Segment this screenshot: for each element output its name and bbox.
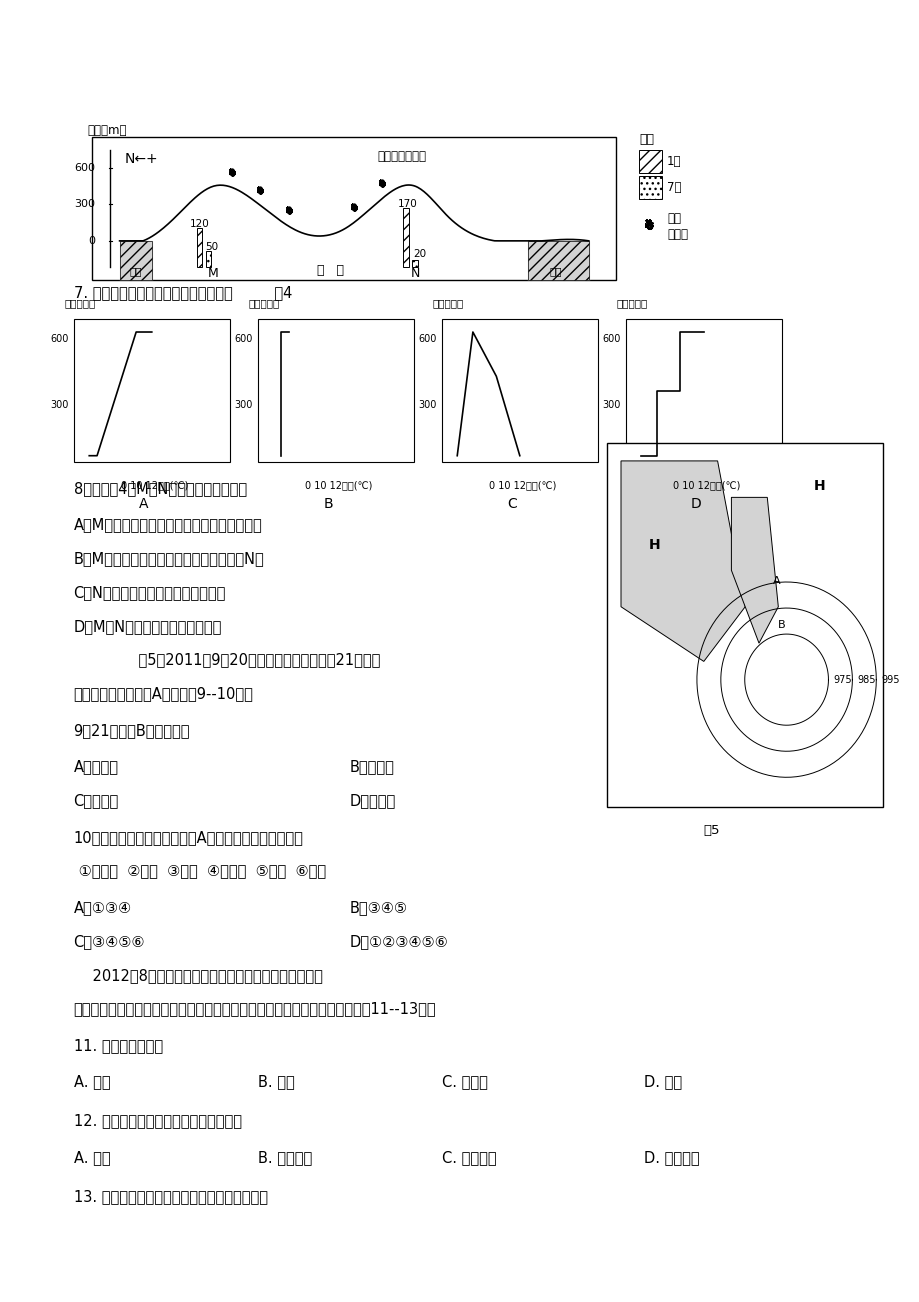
Bar bbox=[607, 443, 882, 807]
Text: 600: 600 bbox=[51, 333, 69, 344]
Text: A: A bbox=[139, 497, 149, 510]
Text: 12. 四川此次发生灾害的相关因素不包括: 12. 四川此次发生灾害的相关因素不包括 bbox=[74, 1113, 242, 1129]
Text: 2012年8月中旬，四川暴雨不断，导致山谷中发生严重: 2012年8月中旬，四川暴雨不断，导致山谷中发生严重 bbox=[74, 967, 323, 983]
Text: A: A bbox=[772, 577, 779, 586]
Text: B．③④⑤: B．③④⑤ bbox=[349, 900, 407, 915]
Text: 170: 170 bbox=[397, 199, 417, 210]
Text: 300: 300 bbox=[74, 199, 95, 210]
Text: B．西北风: B．西北风 bbox=[349, 759, 394, 775]
Text: 11. 此次地质灾害是: 11. 此次地质灾害是 bbox=[74, 1038, 163, 1053]
Text: H: H bbox=[648, 538, 660, 552]
Text: 高度（米）: 高度（米） bbox=[64, 298, 96, 309]
Bar bbox=[441, 319, 597, 462]
Text: 600: 600 bbox=[602, 333, 620, 344]
Text: 600: 600 bbox=[418, 333, 437, 344]
Text: 600: 600 bbox=[74, 163, 95, 173]
Text: 优质: 优质 bbox=[666, 212, 680, 225]
Text: 985: 985 bbox=[857, 674, 875, 685]
Text: C. 泥石流: C. 泥石流 bbox=[441, 1074, 487, 1090]
Bar bbox=[412, 260, 417, 267]
Text: 0: 0 bbox=[87, 236, 95, 246]
Bar bbox=[92, 137, 616, 280]
Text: D．M、N两地降水的季节分配不同: D．M、N两地降水的季节分配不同 bbox=[74, 618, 221, 634]
Text: 300: 300 bbox=[602, 400, 620, 410]
Text: 0 10 12温度(℃): 0 10 12温度(℃) bbox=[304, 480, 371, 491]
Text: B. 植被破坏: B. 植被破坏 bbox=[257, 1150, 312, 1165]
Text: 995: 995 bbox=[880, 674, 899, 685]
Text: H: H bbox=[813, 479, 825, 493]
Text: A．东北风: A．东北风 bbox=[74, 759, 119, 775]
Text: 的地质灾害，致使道路损毁中断，同时也给人民带来了严重的经济损失。回答11--13题。: 的地质灾害，致使道路损毁中断，同时也给人民带来了严重的经济损失。回答11--13… bbox=[74, 1001, 436, 1017]
Text: D．东南风: D．东南风 bbox=[349, 793, 395, 809]
Polygon shape bbox=[528, 241, 588, 280]
Text: 0 10 12温度(℃): 0 10 12温度(℃) bbox=[672, 480, 739, 491]
Text: 300: 300 bbox=[234, 400, 253, 410]
Text: M: M bbox=[208, 267, 219, 280]
Text: B．M地位于冬季风迎风坡，冬季降水多于N地: B．M地位于冬季风迎风坡，冬季降水多于N地 bbox=[74, 551, 264, 566]
Text: 10．此次天气系统过境可能给A所在国带来的地质灾害有: 10．此次天气系统过境可能给A所在国带来的地质灾害有 bbox=[74, 829, 303, 845]
Text: C．西南风: C．西南风 bbox=[74, 793, 119, 809]
Polygon shape bbox=[620, 461, 744, 661]
Text: A．①③④: A．①③④ bbox=[74, 900, 131, 915]
Text: A．M地位于冬季风迎风坡，全年以地形雨为主: A．M地位于冬季风迎风坡，全年以地形雨为主 bbox=[74, 517, 262, 533]
Text: 8．关于图4中M、N两地的叙述正确的是: 8．关于图4中M、N两地的叙述正确的是 bbox=[74, 480, 246, 496]
Text: 图5为2011年9月20日某区域天气系统图，21日该天: 图5为2011年9月20日某区域天气系统图，21日该天 bbox=[119, 652, 380, 668]
Text: 7. 能正确解释材料中苹果种植现象的是         图4: 7. 能正确解释材料中苹果种植现象的是 图4 bbox=[74, 285, 291, 301]
Text: 9．21日图中B地的风向是: 9．21日图中B地的风向是 bbox=[74, 723, 190, 738]
Text: 高度（米）: 高度（米） bbox=[432, 298, 463, 309]
Text: 300: 300 bbox=[418, 400, 437, 410]
Text: 20: 20 bbox=[413, 249, 425, 259]
Text: 300: 300 bbox=[51, 400, 69, 410]
Text: 海洋: 海洋 bbox=[550, 266, 562, 276]
Text: A. 洪水: A. 洪水 bbox=[74, 1074, 110, 1090]
Bar bbox=[197, 228, 202, 267]
Text: N: N bbox=[410, 267, 419, 280]
Text: 高度（米）: 高度（米） bbox=[248, 298, 279, 309]
Text: D. 暴雨: D. 暴雨 bbox=[643, 1074, 681, 1090]
Bar bbox=[206, 251, 211, 267]
Polygon shape bbox=[731, 497, 777, 643]
Bar bbox=[528, 241, 588, 280]
Bar bbox=[403, 208, 408, 267]
Text: 图例: 图例 bbox=[639, 133, 653, 146]
Text: D: D bbox=[690, 497, 700, 510]
Text: 7月: 7月 bbox=[666, 181, 681, 194]
Text: C．③④⑤⑥: C．③④⑤⑥ bbox=[74, 934, 145, 949]
Text: 苹果树: 苹果树 bbox=[666, 228, 687, 241]
Text: 气系统中心移至图中A处。回答9--10题。: 气系统中心移至图中A处。回答9--10题。 bbox=[74, 686, 254, 702]
Text: 海洋: 海洋 bbox=[130, 266, 142, 276]
Bar bbox=[625, 319, 781, 462]
Text: 600: 600 bbox=[234, 333, 253, 344]
Text: 图5: 图5 bbox=[703, 824, 720, 837]
Polygon shape bbox=[119, 241, 153, 280]
Text: 丘   陵: 丘 陵 bbox=[317, 264, 344, 277]
Bar bbox=[639, 176, 662, 199]
Text: 高度（米）: 高度（米） bbox=[616, 298, 647, 309]
Bar bbox=[74, 319, 230, 462]
Text: 975: 975 bbox=[833, 674, 851, 685]
Text: 0 10 12温度(℃): 0 10 12温度(℃) bbox=[120, 480, 187, 491]
Text: B: B bbox=[323, 497, 333, 510]
Text: 海拔（m）: 海拔（m） bbox=[87, 124, 127, 137]
Text: 0 10 12温度(℃): 0 10 12温度(℃) bbox=[488, 480, 555, 491]
Text: N←+: N←+ bbox=[124, 152, 158, 165]
Text: C: C bbox=[506, 497, 516, 510]
Text: D．①②③④⑤⑥: D．①②③④⑤⑥ bbox=[349, 934, 448, 949]
Text: 120: 120 bbox=[189, 219, 210, 229]
Text: 1月: 1月 bbox=[666, 155, 681, 168]
Bar bbox=[257, 319, 414, 462]
Text: 50: 50 bbox=[205, 242, 218, 253]
Text: A. 暴雨: A. 暴雨 bbox=[74, 1150, 110, 1165]
Text: D. 火山喷发: D. 火山喷发 bbox=[643, 1150, 698, 1165]
Text: B. 地震: B. 地震 bbox=[257, 1074, 294, 1090]
Text: B: B bbox=[777, 620, 785, 630]
Text: 13. 灾害发生后为减少损失应立即采取的措施是: 13. 灾害发生后为减少损失应立即采取的措施是 bbox=[74, 1189, 267, 1204]
Text: C．N地由于地形阻挡不受冬季风影响: C．N地由于地形阻挡不受冬季风影响 bbox=[74, 585, 226, 600]
Text: ①风暴潮  ②洪涝  ③滑坡  ④泥石流  ⑤崩塌  ⑥地震: ①风暴潮 ②洪涝 ③滑坡 ④泥石流 ⑤崩塌 ⑥地震 bbox=[74, 863, 325, 879]
Bar bbox=[119, 241, 153, 280]
Bar bbox=[639, 150, 662, 173]
Text: 降水量（毫米）: 降水量（毫米） bbox=[378, 150, 426, 163]
Text: C. 山高谷深: C. 山高谷深 bbox=[441, 1150, 495, 1165]
